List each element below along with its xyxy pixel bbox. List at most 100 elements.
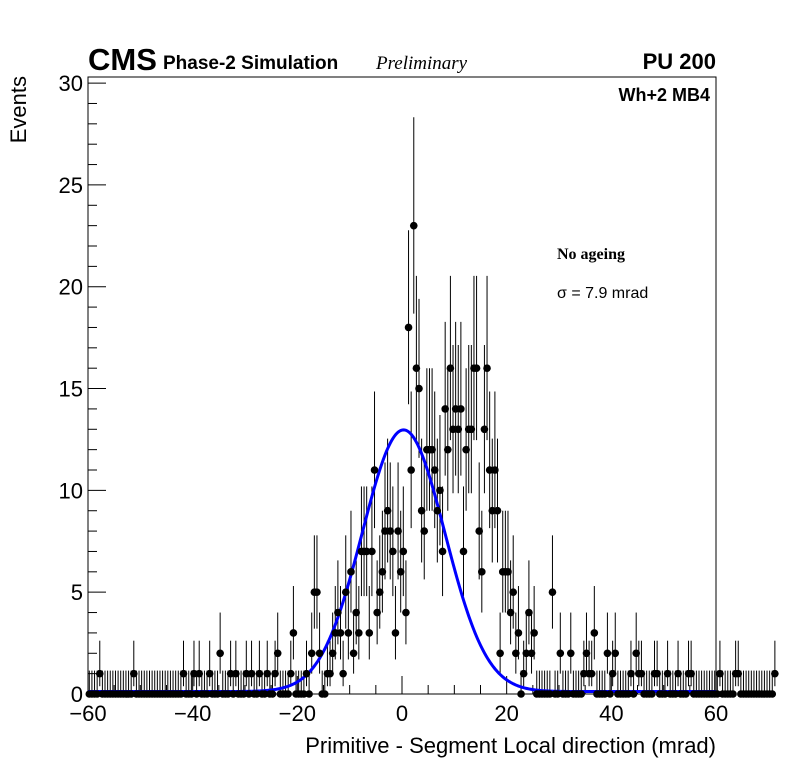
data-point [608, 669, 617, 678]
data-point [548, 588, 557, 596]
data-point [307, 649, 316, 658]
data-point [430, 466, 439, 474]
data-point [564, 690, 572, 698]
data-point [674, 669, 682, 678]
y-tick-label: 25 [59, 173, 83, 198]
data-point [224, 690, 232, 698]
data-point [391, 629, 400, 637]
data-point [242, 669, 251, 678]
data-point [600, 690, 609, 698]
data-point [252, 690, 261, 698]
data-point [179, 669, 188, 678]
data-point [506, 608, 515, 617]
data-point [239, 690, 248, 698]
data-point [383, 506, 392, 515]
data-point [438, 547, 447, 556]
data-point [352, 608, 361, 617]
data-point [462, 445, 470, 454]
fit-curve-group [88, 428, 716, 694]
data-point [286, 669, 295, 678]
data-point [263, 669, 272, 678]
x-tick-label: −20 [279, 701, 316, 726]
data-point [127, 690, 135, 698]
data-point [661, 690, 669, 698]
data-point [321, 690, 329, 698]
subtitle-text: Phase-2 Simulation [163, 53, 338, 74]
data-point [326, 669, 334, 678]
data-point [530, 629, 538, 637]
data-point [375, 588, 384, 596]
data-point [611, 649, 620, 658]
data-point [95, 669, 104, 678]
data-point [396, 568, 405, 576]
data-point [451, 405, 460, 413]
data-point [457, 405, 465, 413]
cms-logo-text: CMS [88, 42, 157, 77]
data-point [245, 690, 253, 698]
data-point [478, 568, 486, 576]
x-tick-label: 0 [396, 701, 408, 726]
data-point [716, 669, 724, 678]
data-point [632, 649, 640, 658]
data-point [305, 690, 313, 698]
data-point [407, 466, 415, 474]
data-point [229, 690, 238, 698]
data-point [682, 690, 690, 698]
data-point [336, 629, 345, 637]
data-points-group [85, 221, 779, 698]
data-point [226, 669, 235, 678]
data-point [129, 669, 138, 678]
data-point [412, 364, 421, 372]
plot-frame [87, 76, 717, 695]
data-point [713, 690, 722, 698]
data-point [331, 629, 340, 637]
data-point [365, 629, 374, 637]
data-point [232, 669, 240, 678]
data-point [273, 649, 282, 658]
data-point [355, 629, 363, 637]
data-point [362, 547, 371, 556]
data-point [341, 588, 350, 596]
legend-condition: No ageing [557, 246, 625, 263]
data-point [768, 690, 777, 698]
data-point [399, 547, 408, 556]
y-tick-label: 20 [59, 275, 83, 300]
data-point [637, 669, 646, 678]
data-point [485, 466, 494, 474]
data-point [402, 608, 410, 617]
station-label: Wh+2 MB4 [618, 85, 710, 105]
x-tick-label: 20 [494, 701, 518, 726]
data-point [475, 527, 483, 535]
data-point [734, 669, 743, 678]
data-point [504, 568, 512, 576]
data-point [546, 690, 554, 698]
data-point [512, 649, 520, 658]
data-point [195, 669, 204, 678]
data-point [328, 649, 337, 658]
data-point [446, 364, 455, 372]
x-tick-label: −60 [69, 701, 106, 726]
data-point [436, 486, 444, 495]
x-axis-title: Primitive - Segment Local direction (mra… [305, 733, 716, 758]
data-point [606, 690, 614, 698]
data-point [587, 669, 596, 678]
data-point [404, 323, 413, 332]
data-point [284, 690, 292, 698]
data-point [386, 527, 395, 535]
data-point [349, 649, 358, 658]
data-point [629, 690, 638, 698]
data-point [459, 547, 468, 556]
data-point [417, 506, 426, 515]
tick-labels-group: −60 −40 −20 0 20 40 60 0 5 10 15 20 25 30 [59, 71, 729, 726]
data-point [454, 425, 463, 434]
data-point [203, 690, 211, 698]
data-point [373, 608, 381, 617]
data-point [527, 649, 536, 658]
data-point [389, 547, 397, 556]
y-tick-label: 30 [59, 71, 83, 96]
data-point [334, 608, 342, 617]
data-point [300, 690, 308, 698]
x-tick-label: −40 [174, 701, 211, 726]
status-text: Preliminary [375, 53, 468, 74]
